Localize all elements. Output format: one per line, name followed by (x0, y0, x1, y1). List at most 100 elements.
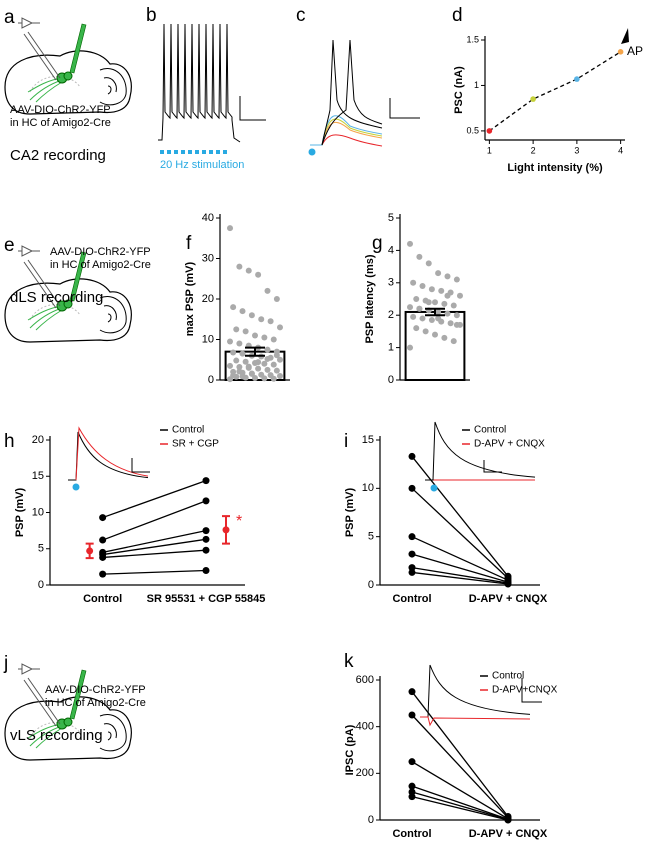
data-point (202, 477, 210, 485)
data-point (276, 324, 283, 331)
data-point (416, 305, 423, 312)
pair-line (102, 549, 207, 559)
data-point (245, 363, 252, 370)
data-point (408, 568, 416, 576)
hippocampus (29, 75, 81, 93)
recording-caption: vLS recording (10, 727, 103, 744)
pair-line (411, 571, 509, 585)
electrode (23, 31, 61, 81)
data-point (444, 292, 451, 299)
mean-bar (404, 310, 466, 381)
data-point (261, 360, 268, 367)
x-tick-label: 3 (574, 145, 579, 155)
panel-letter: e (4, 235, 15, 256)
optic-fiber (69, 23, 87, 74)
data-point (261, 375, 268, 382)
panel-letter: h (4, 431, 15, 452)
significance: * (236, 513, 242, 530)
x-tick-label: Control (83, 593, 122, 605)
spike-trace (321, 39, 383, 146)
recording-caption: dLS recording (10, 289, 103, 306)
y-tick-label: 15 (32, 470, 44, 482)
data-point (236, 364, 243, 371)
panel-letter: j (3, 653, 8, 674)
mean-point (86, 547, 94, 555)
data-point (239, 350, 246, 357)
pair-line (411, 796, 509, 821)
data-point (252, 374, 258, 381)
stimulus-dot (72, 483, 80, 491)
data-point (264, 346, 271, 353)
data-point (202, 535, 210, 543)
data-point (416, 253, 423, 260)
data-point (239, 373, 246, 380)
pair-line (102, 479, 207, 519)
data-point (99, 514, 107, 522)
panel-letter: c (296, 5, 306, 26)
data-point (413, 325, 420, 332)
pair-line (411, 791, 509, 821)
hippocampus (29, 303, 81, 321)
data-point (273, 352, 280, 359)
pair-line (411, 456, 509, 577)
trace-treated (420, 716, 531, 727)
data-line (488, 51, 621, 132)
stimulus-dot (308, 148, 316, 156)
trace-control (420, 664, 531, 718)
stimulus-pulse (223, 150, 227, 154)
y-tick-label: 200 (356, 767, 374, 779)
data-point (227, 225, 234, 232)
data-point (99, 570, 107, 578)
stimulus-pulse (188, 150, 192, 154)
data-point (441, 334, 448, 341)
data-point (425, 260, 432, 267)
data-point (408, 452, 416, 460)
data-point (264, 366, 271, 373)
electrode (23, 259, 61, 309)
data-point (261, 334, 268, 341)
panel-letter: d (452, 5, 463, 26)
y-tick-label: 0 (388, 374, 394, 386)
y-tick-label: 4 (388, 244, 394, 256)
y-tick-label: 10 (32, 506, 44, 518)
scale-bar (521, 678, 542, 703)
stimulus-pulse (181, 150, 185, 154)
scale-bar (389, 98, 420, 119)
brain-diagram (4, 245, 132, 343)
cell (63, 299, 73, 309)
stimulus-pulse (167, 150, 171, 154)
data-point (408, 711, 416, 719)
data-point (273, 367, 280, 374)
data-point (270, 375, 277, 382)
y-tick-label: 1.5 (466, 34, 479, 44)
data-point (264, 287, 271, 294)
data-point (435, 270, 442, 277)
amplifier (18, 17, 40, 29)
legend-label: Control (492, 671, 524, 682)
data-point (486, 128, 493, 134)
data-point (453, 312, 460, 319)
y-axis-label: PSP (mV) (344, 488, 356, 538)
y-tick-label: 1 (388, 342, 394, 354)
panel-letter: k (344, 651, 354, 672)
panel-letter: b (146, 5, 157, 26)
data-point (233, 326, 240, 333)
brain-outline (4, 696, 132, 761)
pair-line (102, 500, 207, 541)
error-bar (425, 307, 445, 317)
legend-label: D-APV + CNQX (474, 439, 545, 450)
panel-letter: f (186, 233, 192, 254)
trace-treated (75, 426, 149, 481)
pair-line (102, 538, 207, 556)
data-point (236, 263, 243, 270)
brain-outline (4, 278, 132, 343)
data-point (408, 758, 416, 766)
data-point (441, 300, 448, 307)
stimulus-pulse (195, 150, 199, 154)
pair-line (102, 529, 207, 554)
data-point (239, 308, 246, 315)
trace-control (68, 431, 149, 481)
data-point (422, 328, 429, 335)
y-tick-label: 3 (388, 277, 394, 289)
data-point (227, 362, 234, 369)
